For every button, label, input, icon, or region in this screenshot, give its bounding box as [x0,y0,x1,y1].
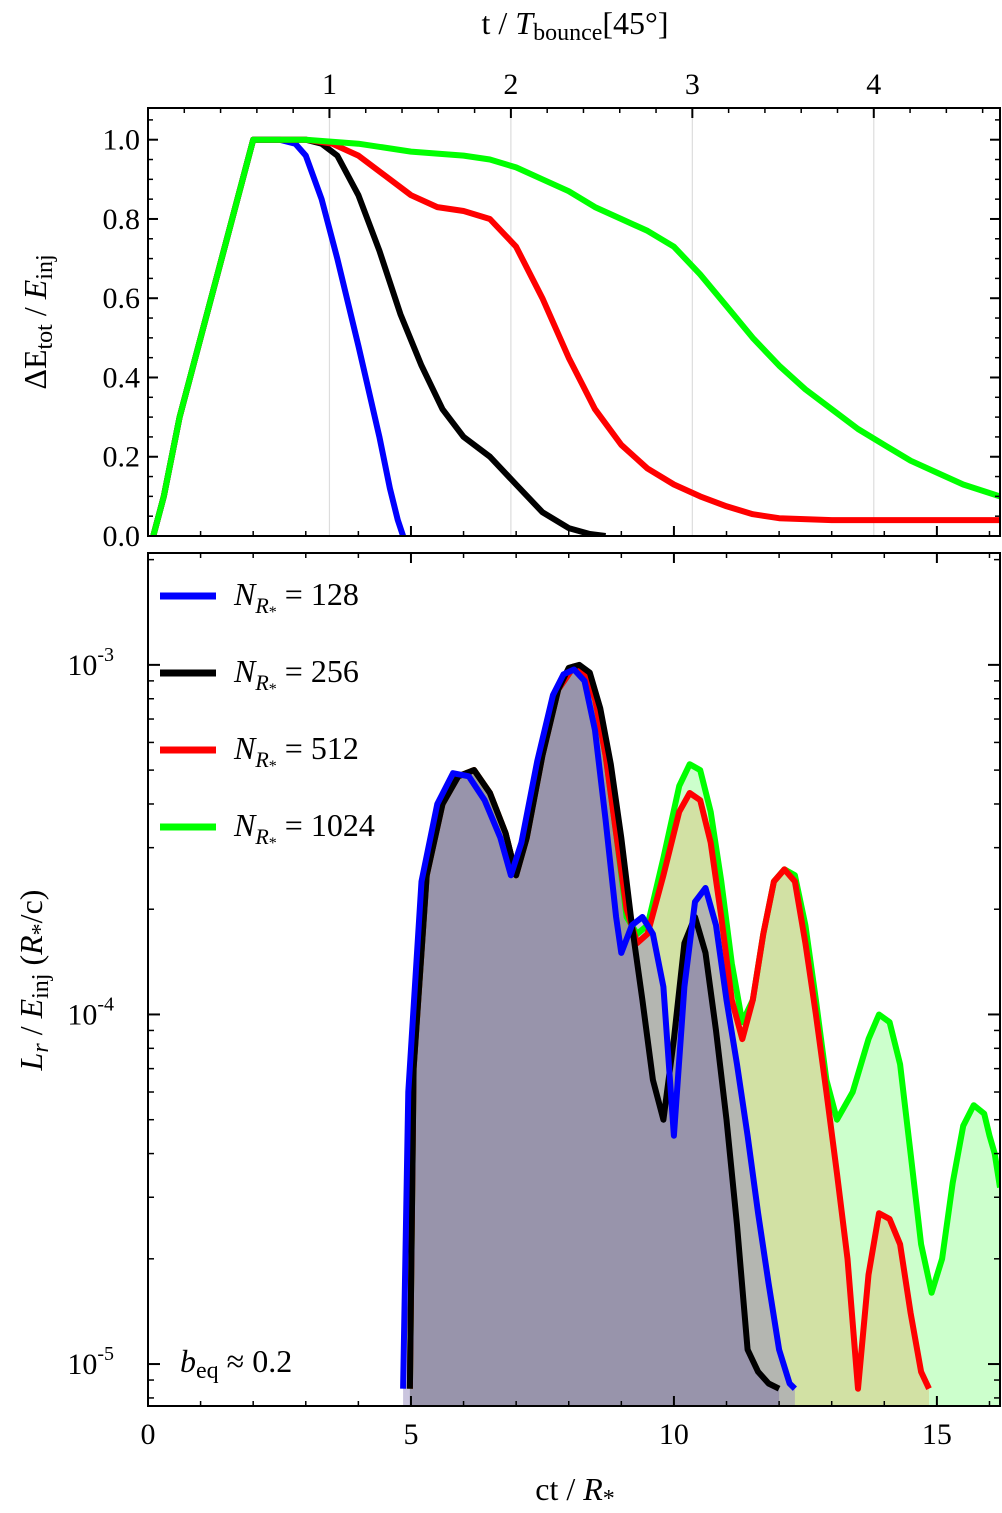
legend-label: NR* = 256 [233,653,359,698]
top-y-tick-label: 0.0 [103,520,141,553]
bottom-y-tick-label: 10-3 [67,644,114,682]
bottom-series-fill [403,669,795,1406]
bottom-x-axis-label: ct / R* [535,1471,615,1512]
bottom-series-line [400,666,798,1391]
bottom-series-line [406,661,781,1392]
bottom-x-tick-label: 15 [922,1418,952,1451]
top-series-line [150,136,1000,536]
bottom-x-tick-label: 5 [403,1418,418,1451]
top-y-tick-label: 0.2 [103,441,141,474]
top-y-tick-label: 1.0 [103,124,141,157]
top-series-line [150,136,606,536]
top-y-axis-label: ΔEtot / Einj [17,254,58,389]
top-axis-tick-label: 2 [503,68,518,101]
legend-label: NR* = 128 [233,576,359,621]
bottom-y-axis-label: Lr / Einj (R*/c) [13,890,54,1072]
top-axis-tick-label: 4 [866,68,881,101]
top-panel: 0.00.20.40.60.81.01 2 3 4 t / Tbounce[45°] … [17,5,1001,553]
top-axis-label: t / Tbounce[45°] [482,5,669,46]
top-plot-frame [147,107,1001,537]
legend-label: NR* = 1024 [233,807,375,852]
top-y-tick-label: 0.6 [103,282,141,315]
bottom-y-tick-label: 10-4 [67,993,114,1031]
legend-label: NR* = 512 [233,730,359,775]
top-series-line [150,136,1000,536]
bottom-x-tick-label: 10 [659,1418,689,1451]
bottom-plot-frame [147,552,1001,1407]
top-series-line [150,136,406,536]
legend: NR* = 128 NR* = 256 NR* = 512 NR* = 1024 [160,576,375,852]
top-y-tick-label: 0.8 [103,203,141,236]
top-y-tick-label: 0.4 [103,361,141,394]
bottom-y-tick-label: 10-5 [67,1343,114,1381]
beq-annotation: beq ≈ 0.2 [180,1343,292,1384]
bottom-x-tick-label: 0 [141,1418,156,1451]
top-axis-tick-label: 3 [685,68,700,101]
top-axis-tick-label: 1 [322,68,337,101]
